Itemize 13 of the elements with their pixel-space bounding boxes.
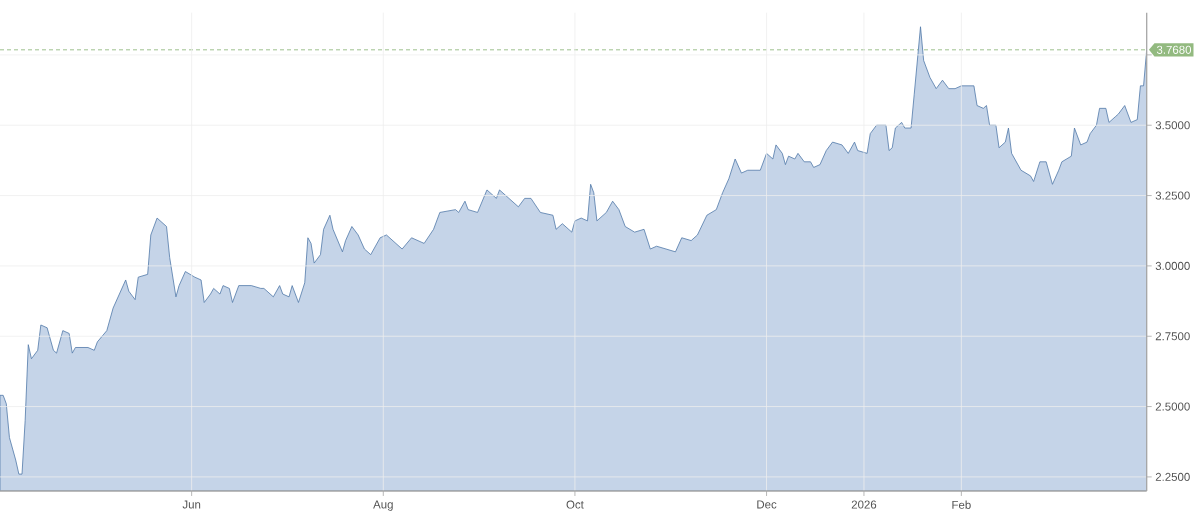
x-tick-label: Jun [182,500,201,509]
ref-line-label: 3.7680 [1156,45,1192,54]
x-tick-label: 2026 [851,500,877,509]
x-tick-label: Oct [566,500,584,509]
x-tick-label: Aug [373,500,393,511]
y-tick-label: 2.7500 [1155,332,1190,341]
y-tick-label: 2.5000 [1155,402,1190,411]
y-tick-label: 3.2500 [1155,191,1190,200]
y-tick-label: 3.5000 [1155,121,1190,130]
x-tick-label: Dec [757,500,777,509]
y-tick-label: 2.2500 [1155,472,1190,481]
y-tick-label: 3.0000 [1155,261,1190,270]
x-tick-label: Feb [952,500,971,509]
